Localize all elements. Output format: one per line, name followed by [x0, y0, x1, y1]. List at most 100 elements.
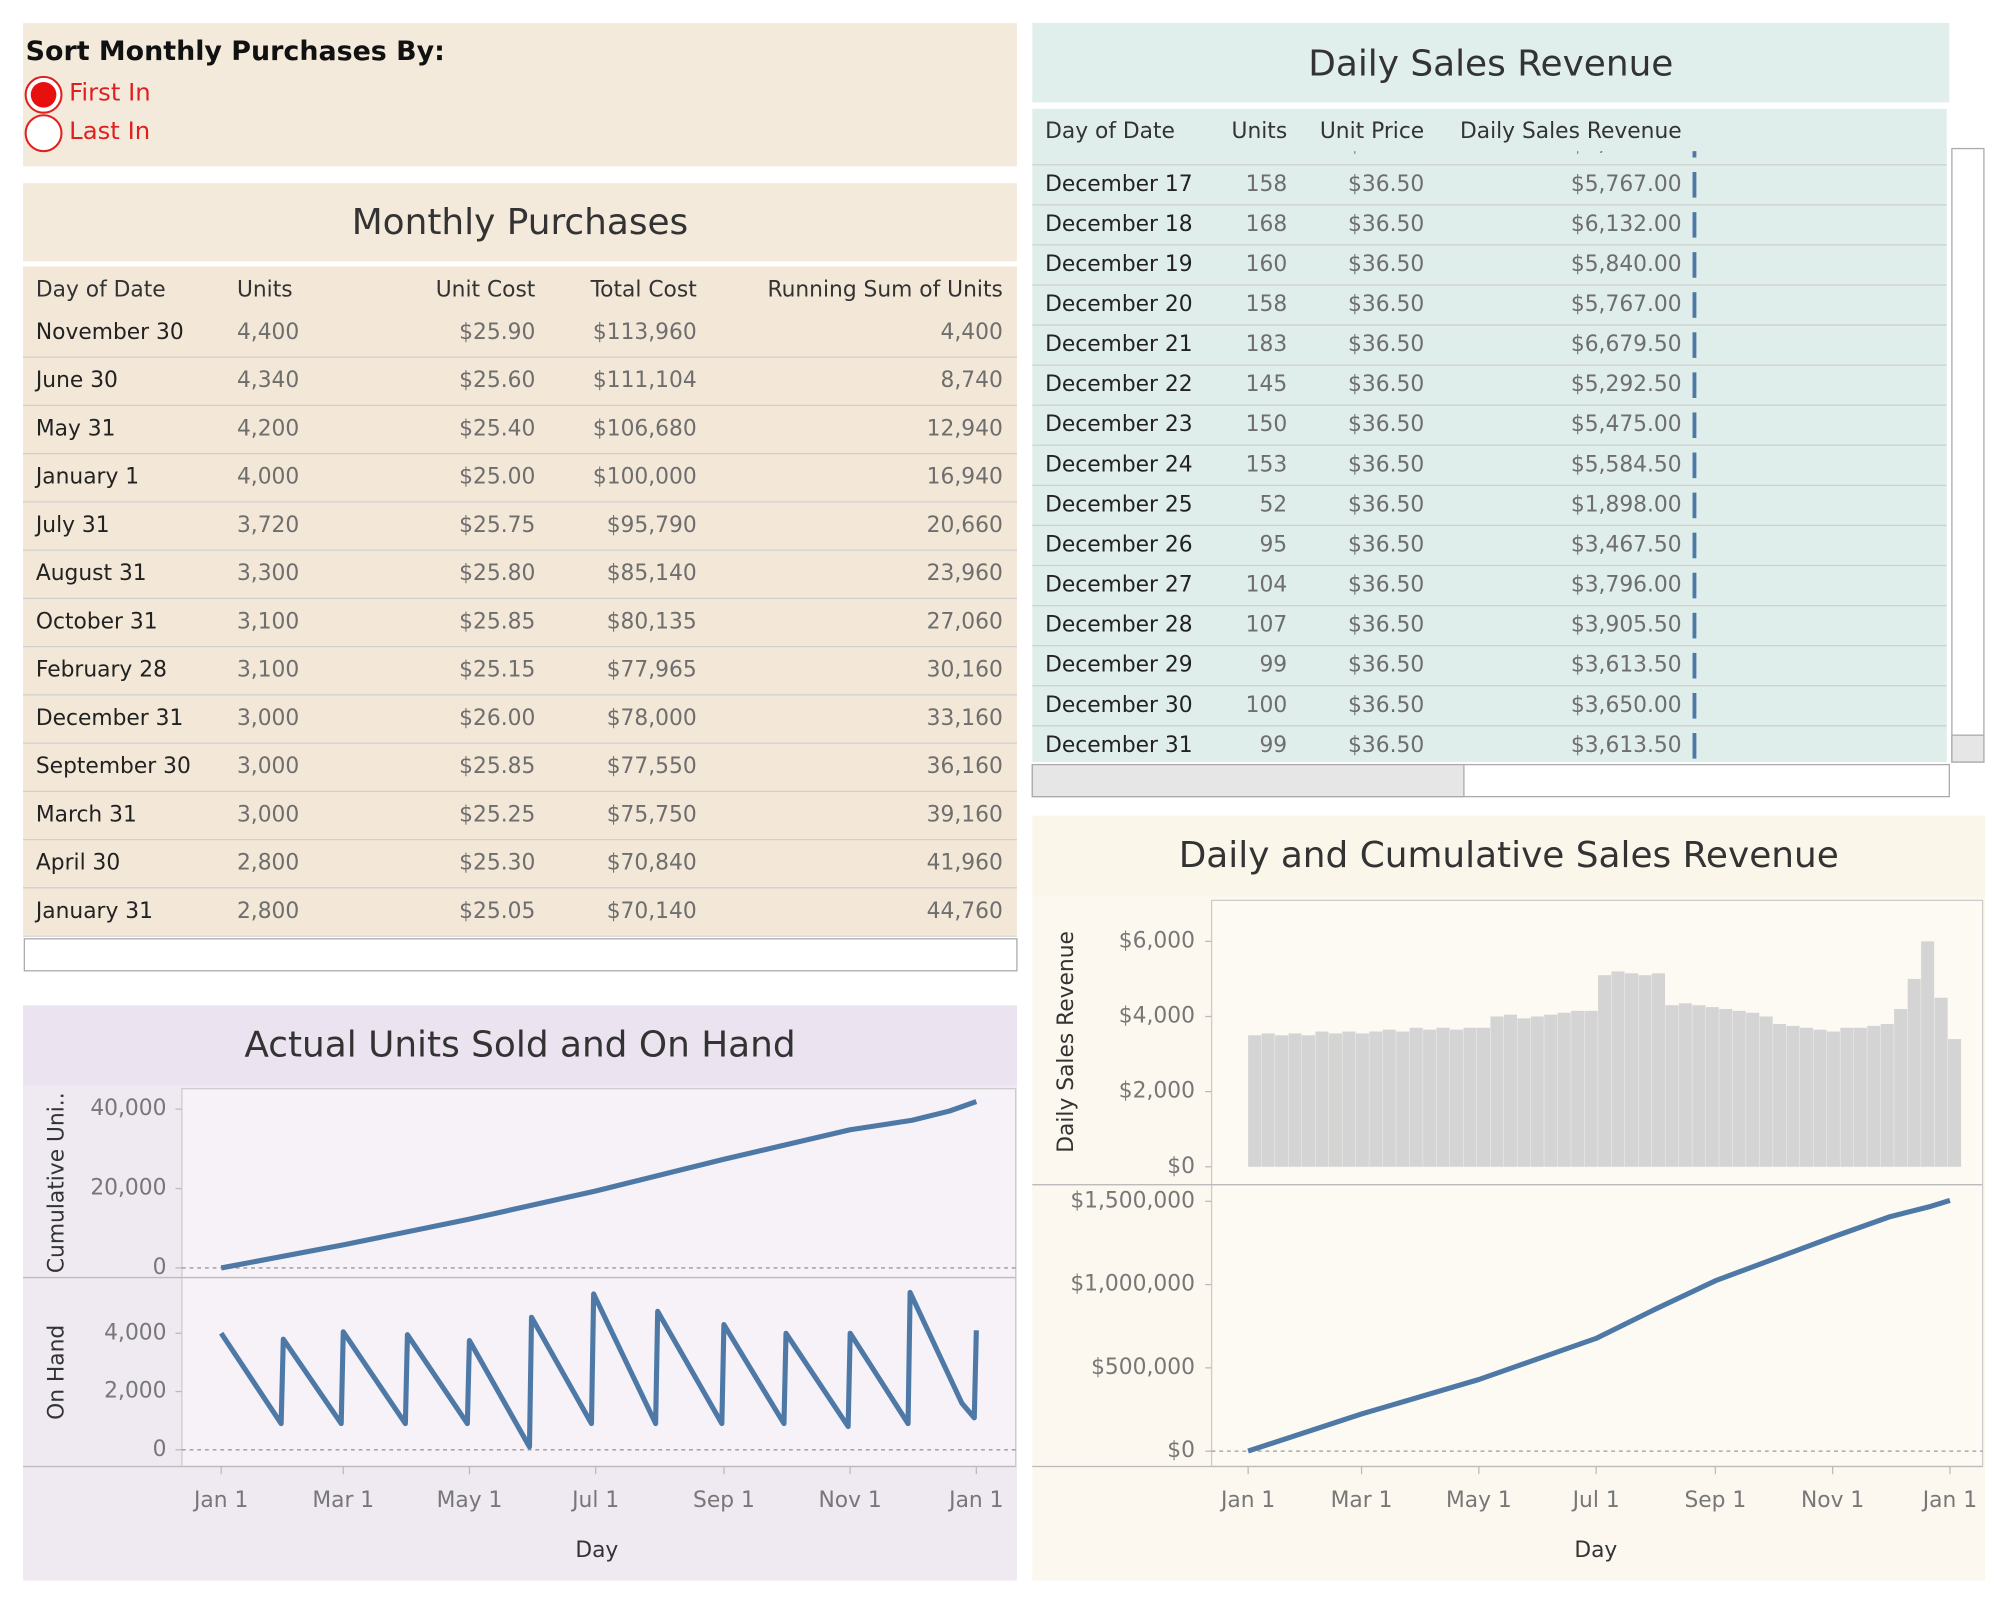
radio-label[interactable]: First In — [69, 77, 151, 106]
column-header: Daily Sales Revenue — [1460, 119, 1682, 144]
control-title: Sort Monthly Purchases By: — [26, 36, 445, 67]
bar — [1355, 1033, 1369, 1167]
table-cell: 3,100 — [237, 658, 299, 683]
table-cell: $25.85 — [459, 609, 535, 634]
bar — [1557, 1012, 1571, 1167]
column-header: Units — [1232, 119, 1288, 144]
table-cell: December 31 — [1045, 733, 1192, 758]
table-cell: $25.90 — [459, 320, 535, 345]
table-bg — [1032, 108, 1947, 763]
table-cell: January 31 — [34, 899, 153, 924]
bar — [1328, 1033, 1342, 1167]
column-header: Total Cost — [590, 278, 698, 303]
table-cell: 4,200 — [237, 416, 299, 441]
scroll-thumb[interactable] — [1951, 734, 1985, 763]
radio-label[interactable]: Last In — [69, 116, 150, 145]
table-cell: $77,965 — [607, 658, 697, 683]
table-cell: December 16 — [1045, 132, 1192, 157]
radio-button[interactable] — [24, 114, 63, 153]
bar — [1880, 1024, 1894, 1167]
table-cell: $5,767.00 — [1571, 292, 1682, 317]
column-header: Running Sum of Units — [767, 278, 1002, 303]
table-cell: $111,104 — [593, 368, 697, 393]
y-tick-label: 0 — [153, 1255, 167, 1280]
table-cell: January 1 — [34, 465, 139, 490]
bar — [1921, 941, 1935, 1167]
table-cell: 39,160 — [927, 802, 1003, 827]
table-cell: February 28 — [36, 658, 167, 683]
table-cell: December 20 — [1045, 292, 1192, 317]
table-cell: $25.05 — [459, 899, 535, 924]
table-cell: $36.50 — [1348, 492, 1424, 517]
table-cell: $5,840.00 — [1571, 252, 1682, 277]
y-tick-label: $500,000 — [1091, 1355, 1195, 1380]
table-cell: $80,135 — [607, 609, 697, 634]
table-cell: $6,679.50 — [1571, 332, 1682, 357]
table-cell: 33,160 — [927, 706, 1003, 731]
table-cell: 160 — [1246, 252, 1288, 277]
column-header: Unit Cost — [436, 278, 536, 303]
bar — [1746, 1012, 1760, 1167]
table-cell: $106,680 — [593, 416, 697, 441]
x-axis-title: Day — [1574, 1538, 1617, 1563]
bar — [1382, 1029, 1396, 1167]
table-cell: $70,840 — [607, 851, 697, 876]
scrollbar[interactable] — [1951, 147, 1985, 763]
bar — [1867, 1025, 1881, 1167]
bar — [1665, 1005, 1679, 1167]
table-cell: $36.50 — [1348, 613, 1424, 638]
table-cell: 3,000 — [237, 802, 299, 827]
bar — [1301, 1035, 1316, 1167]
table-cell: $1,898.00 — [1571, 492, 1682, 517]
bar — [1369, 1031, 1383, 1167]
table-cell: $3,796.00 — [1571, 573, 1682, 598]
title-band — [23, 183, 1017, 262]
bar — [1692, 1005, 1706, 1167]
x-tick-label: Sep 1 — [1684, 1488, 1746, 1513]
plot-area — [1210, 899, 1984, 1468]
bar — [1584, 1010, 1598, 1167]
table-cell: December 29 — [1045, 653, 1192, 678]
table-cell: 4,000 — [237, 465, 299, 490]
table-cell: 99 — [1259, 653, 1287, 678]
bar — [1948, 1039, 1962, 1167]
y-tick-label: 20,000 — [90, 1176, 166, 1201]
table-cell: $75,750 — [607, 802, 697, 827]
bar — [1490, 1016, 1504, 1167]
table-cell: $77,550 — [607, 754, 697, 779]
y-tick-label: $0 — [1167, 1154, 1195, 1179]
column-header: Day of Date — [36, 278, 166, 303]
table-body: December 16 164 $36.50 $5,986.00 December 17… — [1032, 132, 1947, 759]
scrollbar[interactable] — [23, 938, 1018, 972]
bar — [1705, 1007, 1719, 1167]
table-cell: December 22 — [1045, 372, 1192, 397]
table-cell: $5,767.00 — [1571, 172, 1682, 197]
table-cell: 95 — [1259, 532, 1287, 557]
bar — [1409, 1027, 1423, 1167]
x-tick-label: May 1 — [1446, 1488, 1512, 1513]
table-cell: 4,400 — [237, 320, 299, 345]
table-cell: $36.50 — [1348, 132, 1424, 157]
scroll-thumb[interactable] — [1031, 763, 1465, 798]
table-cell: 3,720 — [237, 513, 299, 538]
table-cell: $36.50 — [1348, 332, 1424, 357]
table-title: Daily Sales Revenue — [1308, 43, 1673, 84]
table-cell: December 25 — [1045, 492, 1192, 517]
bar — [1638, 975, 1652, 1167]
table-cell: $25.25 — [459, 802, 535, 827]
table-cell: $3,905.50 — [1571, 613, 1682, 638]
y-tick-label: $6,000 — [1119, 928, 1195, 953]
table-cell: 44,760 — [927, 899, 1003, 924]
table-cell: 16,940 — [927, 465, 1003, 490]
table-cell: $95,790 — [607, 513, 697, 538]
y-tick-label: $4,000 — [1119, 1003, 1195, 1028]
y-tick-label: 40,000 — [90, 1096, 166, 1121]
table-cell: $5,584.50 — [1571, 452, 1682, 477]
x-tick-label: Jan 1 — [1921, 1488, 1977, 1513]
table-cell: October 31 — [36, 609, 158, 634]
table-cell: July 31 — [34, 513, 110, 538]
y-tick-label: $1,500,000 — [1070, 1188, 1195, 1213]
line — [220, 1099, 978, 1271]
line — [1247, 1198, 1951, 1454]
